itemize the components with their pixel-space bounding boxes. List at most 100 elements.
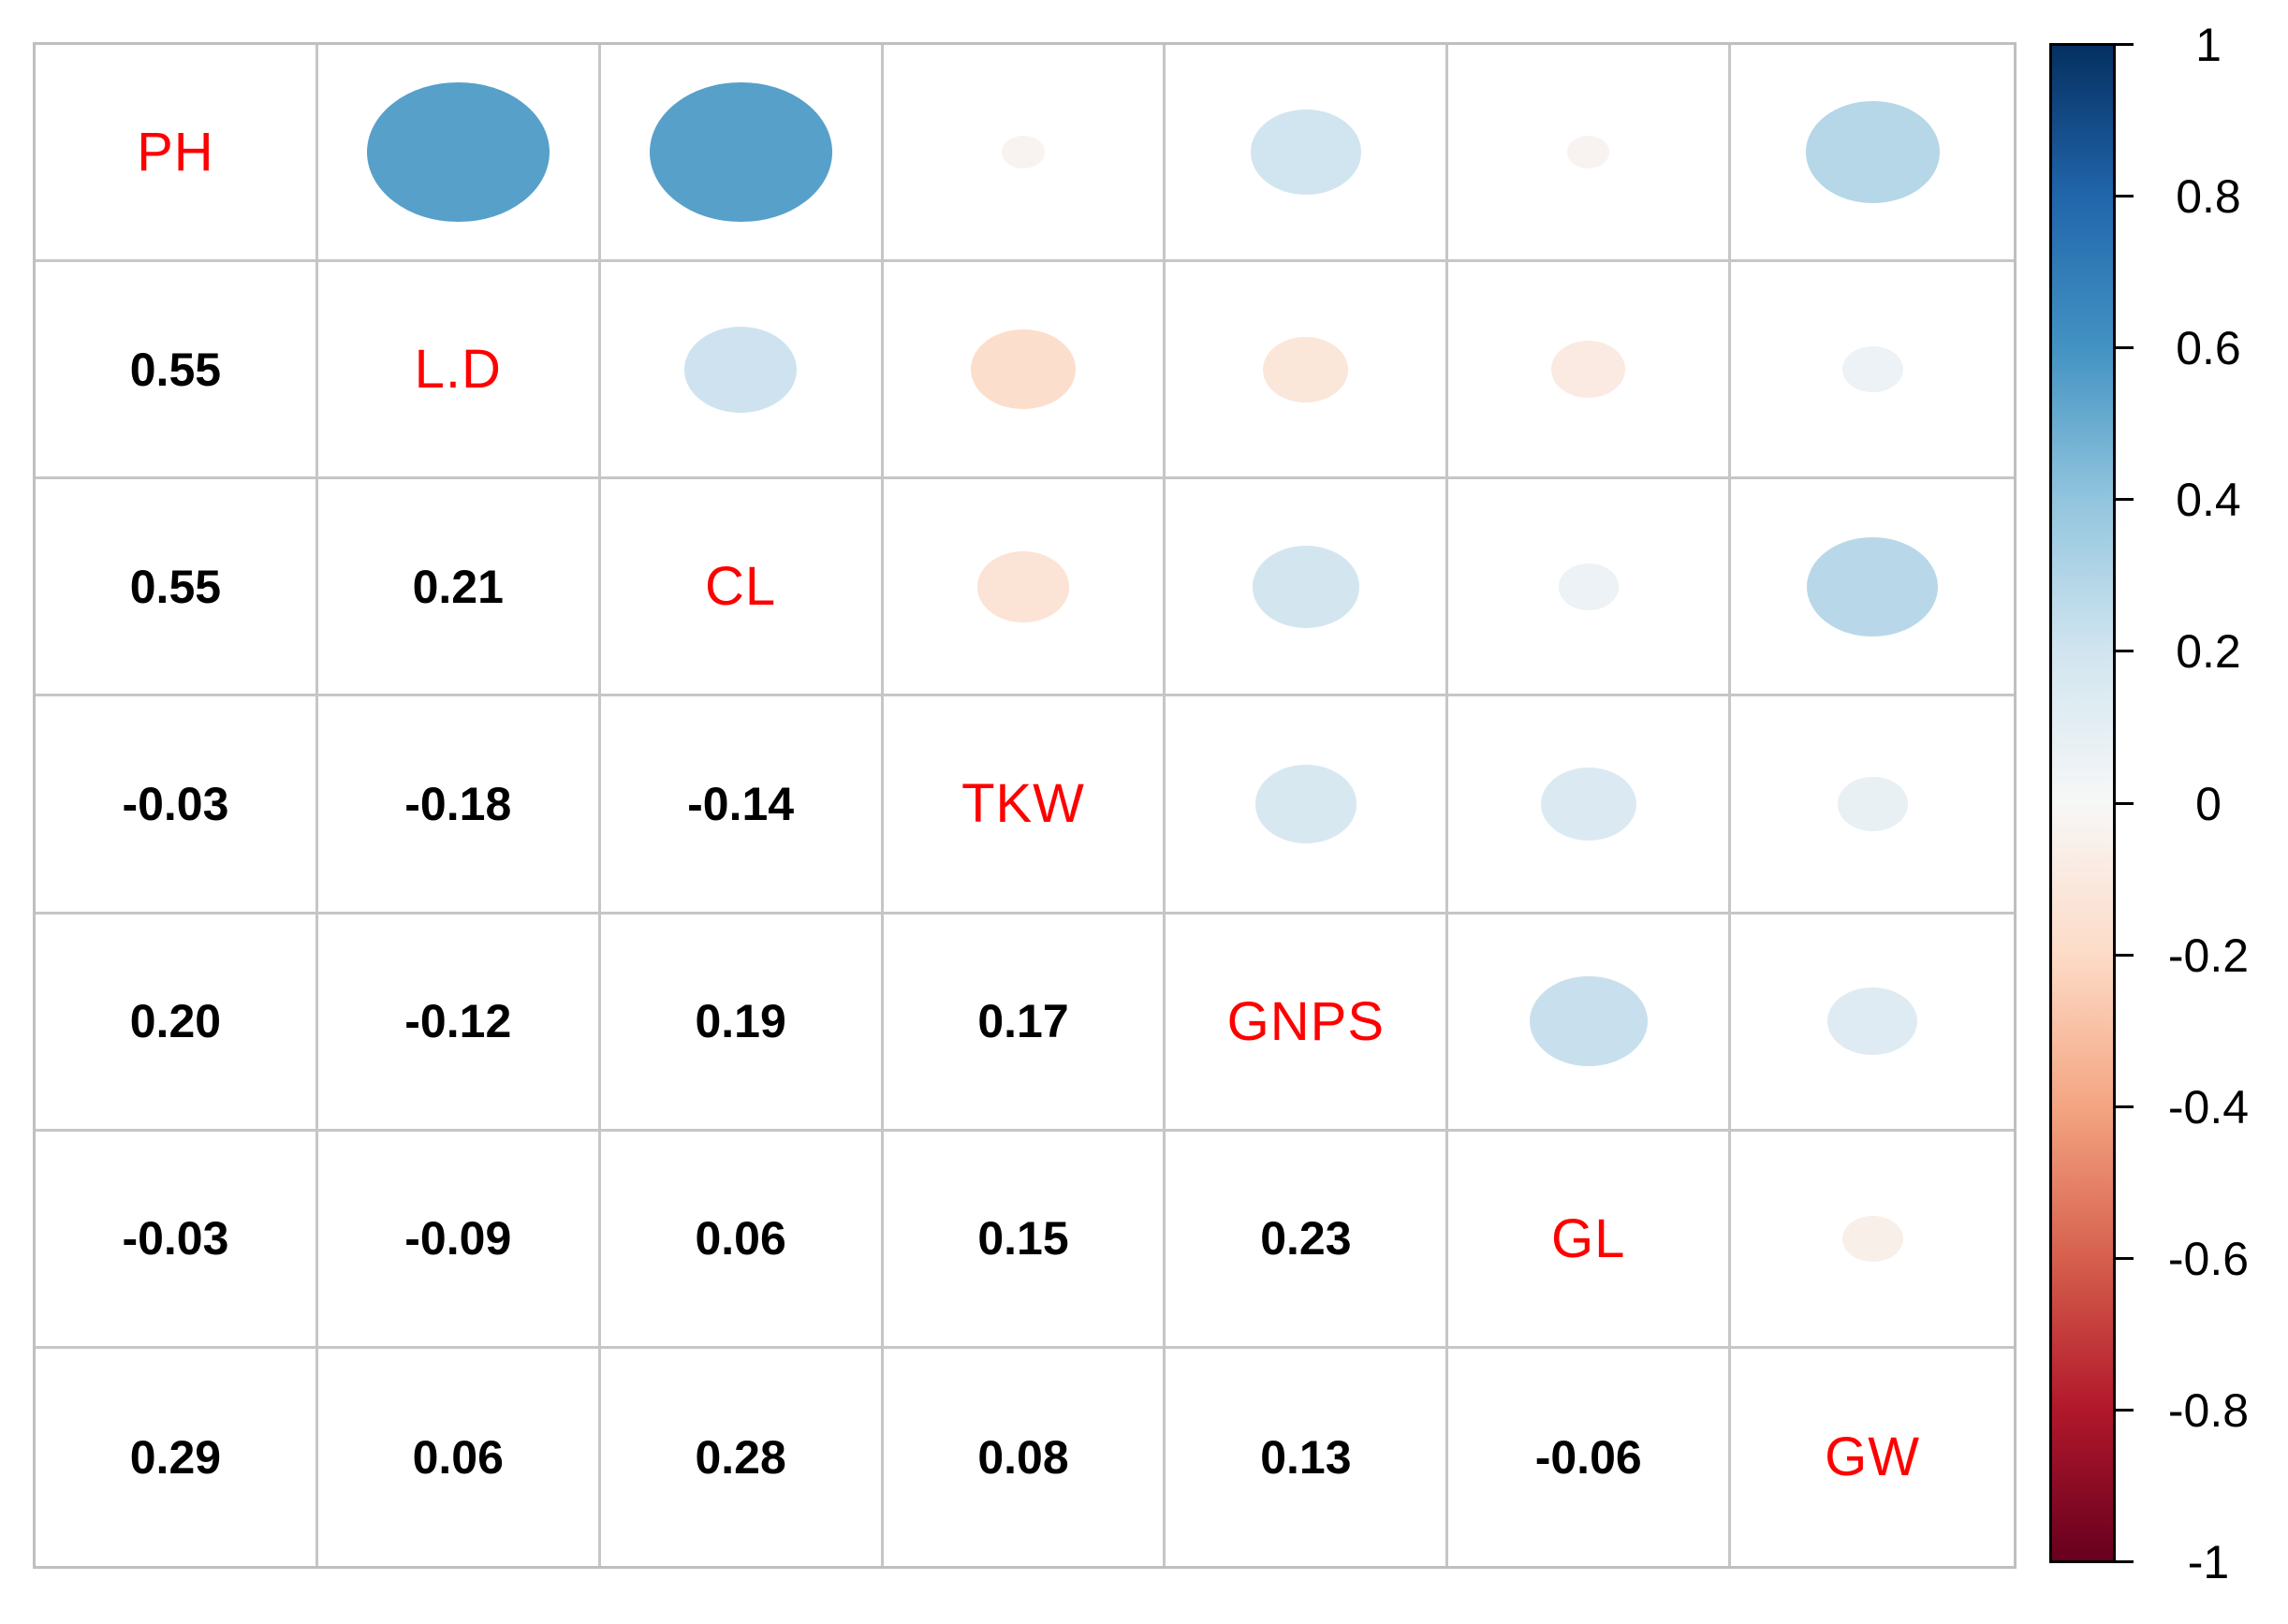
correlation-value: 0.23 xyxy=(1260,1212,1352,1266)
correlation-value: -0.14 xyxy=(687,777,795,830)
matrix-cell-PH-CL xyxy=(600,45,884,263)
correlation-circle xyxy=(1252,545,1360,628)
correlation-value: 0.15 xyxy=(977,1212,1069,1266)
correlation-value: -0.06 xyxy=(1534,1430,1642,1484)
colorbar-tick-label: 0.6 xyxy=(2176,321,2241,374)
correlation-circle xyxy=(1805,101,1940,203)
diagonal-variable-label: GL xyxy=(1551,1207,1626,1269)
matrix-cell-GNPS-GNPS: GNPS xyxy=(1166,914,1449,1132)
colorbar-tick xyxy=(2116,802,2134,805)
matrix-cell-GL-GNPS: 0.23 xyxy=(1166,1131,1449,1349)
colorbar-tick xyxy=(2116,195,2134,198)
matrix-cell-L.D-PH: 0.55 xyxy=(36,262,318,480)
matrix-cell-PH-PH: PH xyxy=(36,45,318,263)
matrix-cell-PH-GNPS xyxy=(1166,45,1449,263)
colorbar-tick xyxy=(2116,954,2134,957)
colorbar-tick-label: -0.8 xyxy=(2167,1383,2250,1437)
correlation-value: -0.18 xyxy=(404,777,512,830)
colorbar-gradient xyxy=(2049,43,2116,1563)
matrix-cell-TKW-PH: -0.03 xyxy=(36,696,318,914)
matrix-cell-L.D-CL xyxy=(600,262,884,480)
colorbar-tick-label: -0.4 xyxy=(2167,1080,2250,1134)
diagonal-variable-label: GW xyxy=(1825,1426,1920,1488)
matrix-cell-TKW-GW xyxy=(1731,696,2014,914)
correlation-value: 0.55 xyxy=(129,343,222,396)
diagonal-variable-label: PH xyxy=(137,122,214,183)
matrix-cell-CL-GL xyxy=(1448,479,1732,697)
matrix-cell-GL-CL: 0.06 xyxy=(600,1131,884,1349)
diagonal-variable-label: GNPS xyxy=(1226,990,1386,1052)
matrix-cell-GW-CL: 0.28 xyxy=(601,1348,884,1566)
colorbar-tick-label: 1 xyxy=(2195,18,2222,71)
correlation-circle xyxy=(976,551,1070,622)
correlation-circle xyxy=(1002,136,1045,169)
matrix-cell-GW-GNPS: 0.13 xyxy=(1166,1348,1449,1566)
correlation-value: -0.03 xyxy=(122,777,229,830)
matrix-cell-GW-GL: -0.06 xyxy=(1448,1348,1732,1566)
correlation-circle xyxy=(1540,767,1636,841)
matrix-cell-L.D-GL xyxy=(1448,262,1732,480)
matrix-cell-L.D-TKW xyxy=(883,262,1166,480)
correlation-circle xyxy=(1263,336,1349,402)
colorbar-tick xyxy=(2116,1105,2134,1108)
colorbar-tick-label: 0.4 xyxy=(2176,473,2241,526)
matrix-cell-TKW-CL: -0.14 xyxy=(600,696,884,914)
correlation-circle xyxy=(1566,136,1610,169)
diagonal-variable-label: TKW xyxy=(961,773,1085,835)
colorbar-tick-label: -0.6 xyxy=(2167,1232,2250,1285)
matrix-cell-TKW-TKW: TKW xyxy=(883,696,1166,914)
correlation-circle xyxy=(1251,110,1361,195)
matrix-cell-GW-GW: GW xyxy=(1731,1349,2014,1566)
correlation-value: 0.28 xyxy=(695,1430,786,1484)
diagonal-variable-label: CL xyxy=(705,556,777,618)
correlation-circle xyxy=(971,329,1076,410)
matrix-cell-TKW-GNPS xyxy=(1166,696,1449,914)
correlation-circle xyxy=(1529,975,1648,1067)
matrix-cell-L.D-GNPS xyxy=(1166,262,1449,480)
correlation-value: 0.06 xyxy=(412,1430,504,1484)
matrix-cell-GL-L.D: -0.09 xyxy=(317,1131,601,1349)
matrix-cell-CL-CL: CL xyxy=(600,479,884,697)
correlation-circle xyxy=(1837,777,1908,831)
colorbar-tick xyxy=(2116,43,2134,46)
matrix-cell-GNPS-CL: 0.19 xyxy=(600,914,884,1132)
correlation-circle xyxy=(683,326,798,413)
matrix-cell-PH-L.D xyxy=(317,45,601,263)
colorbar-tick-label: -0.2 xyxy=(2167,929,2250,982)
matrix-cell-GNPS-GW xyxy=(1731,914,2014,1132)
matrix-cell-CL-GW xyxy=(1731,479,2014,697)
colorbar-tick-label: 0.8 xyxy=(2176,169,2241,223)
matrix-cell-GL-PH: -0.03 xyxy=(36,1131,318,1349)
colorbar-tick xyxy=(2116,498,2134,501)
matrix-cell-GNPS-GL xyxy=(1448,914,1732,1132)
correlation-circle xyxy=(1254,765,1357,843)
matrix-cell-GL-GL: GL xyxy=(1448,1131,1732,1349)
matrix-cell-CL-GNPS xyxy=(1166,479,1449,697)
correlation-circle xyxy=(649,81,832,223)
matrix-cell-GNPS-PH: 0.20 xyxy=(36,914,318,1132)
matrix-cell-GW-TKW: 0.08 xyxy=(884,1348,1166,1566)
colorbar-tick xyxy=(2116,346,2134,349)
correlation-value: -0.09 xyxy=(404,1212,512,1266)
correlation-value: 0.55 xyxy=(129,560,222,613)
matrix-cell-PH-TKW xyxy=(883,45,1166,263)
correlation-circle xyxy=(1841,346,1903,393)
colorbar-tick-label: -1 xyxy=(2187,1535,2230,1588)
colorbar-tick xyxy=(2116,1409,2134,1412)
matrix-cell-GW-L.D: 0.06 xyxy=(318,1348,601,1566)
matrix-cell-CL-L.D: 0.21 xyxy=(317,479,601,697)
matrix-cell-CL-PH: 0.55 xyxy=(36,479,318,697)
matrix-cell-GL-GW xyxy=(1731,1132,2014,1349)
correlation-matrix: PH 0.55 L.D 0.55 0.21 CL -0.03 -0.18 -0.14 TKW 0.2… xyxy=(33,42,2017,1569)
correlation-value: 0.17 xyxy=(977,995,1069,1048)
correlation-value: 0.13 xyxy=(1260,1430,1352,1484)
matrix-cell-PH-GL xyxy=(1448,45,1732,263)
correlation-circle xyxy=(1558,563,1619,610)
matrix-cell-L.D-L.D: L.D xyxy=(317,262,601,480)
colorbar-tick-label: 0 xyxy=(2195,777,2222,830)
matrix-cell-TKW-L.D: -0.18 xyxy=(317,696,601,914)
correlation-value: 0.06 xyxy=(695,1212,786,1266)
correlation-value: 0.19 xyxy=(695,995,786,1048)
correlation-circle xyxy=(1551,341,1626,398)
